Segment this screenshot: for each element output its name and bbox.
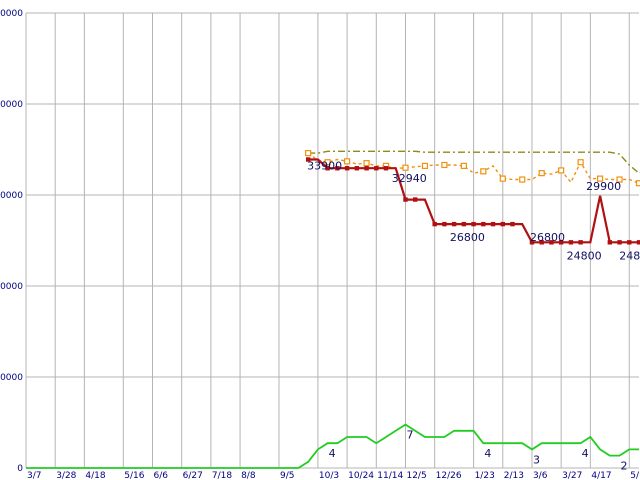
- x-tick-label: 2/13: [504, 471, 524, 480]
- series-marker-price-average: [324, 159, 331, 166]
- series-marker-price-main: [558, 240, 564, 245]
- data-point-annotations: 3390032940268002680024800299002480023800…: [307, 160, 640, 473]
- annotation-price-main: 24800: [567, 249, 602, 262]
- x-tick-label: 5/15: [630, 471, 640, 480]
- x-tick-label: 1/23: [475, 471, 495, 480]
- series-marker-price-main: [432, 221, 437, 227]
- x-tick-label: 6/6: [153, 471, 168, 480]
- x-tick-label: 4/17: [591, 471, 611, 480]
- annotation-price-main: 24800: [619, 249, 640, 262]
- annotation-shop-count: 4: [329, 447, 336, 460]
- x-tick-label: 3/6: [533, 471, 548, 480]
- series-marker-price-average: [305, 150, 312, 157]
- series-marker-price-main: [403, 197, 408, 202]
- series-marker-price-average: [499, 175, 506, 182]
- x-tick-label: 3/27: [562, 471, 582, 480]
- annotation-shop-count: 4: [582, 447, 589, 460]
- series-marker-price-average: [577, 159, 584, 166]
- series-line-price-max: [308, 150, 640, 175]
- series-marker-price-average: [480, 168, 487, 175]
- series-marker-price-average: [519, 176, 526, 183]
- series-line-price-average: [307, 152, 640, 184]
- x-tick-label: 3/7: [27, 471, 41, 480]
- series-marker-price-main: [481, 221, 486, 227]
- series-marker-price-main: [490, 221, 496, 227]
- y-tick-label: 10000: [0, 373, 23, 383]
- x-tick-label: 11/14: [377, 471, 403, 480]
- series-marker-price-main: [636, 240, 640, 245]
- annotation-price-main: 29900: [586, 180, 621, 193]
- x-tick-label: 4/18: [85, 471, 105, 480]
- series-marker-price-average: [402, 164, 409, 171]
- series-marker-price-main: [471, 221, 476, 227]
- x-tick-label: 9/5: [280, 471, 294, 480]
- series-marker-price-main: [529, 240, 535, 245]
- series-marker-price-main: [413, 197, 418, 202]
- x-tick-label: 3/28: [56, 471, 76, 480]
- data-series-layer: [26, 150, 640, 469]
- x-tick-label: 12/5: [406, 471, 426, 480]
- annotation-shop-count: 4: [484, 447, 491, 460]
- y-tick-label: 40000: [0, 100, 23, 110]
- annotation-price-main: 32940: [392, 172, 427, 185]
- y-tick-label: 20000: [0, 282, 23, 292]
- series-line-shop-count: [26, 423, 639, 469]
- annotation-price-main: 33900: [307, 160, 342, 173]
- series-marker-price-average: [460, 162, 467, 169]
- series-marker-price-average: [421, 162, 429, 169]
- series-marker-price-average: [635, 180, 640, 187]
- series-marker-price-average: [616, 176, 623, 183]
- annotation-shop-count: 2: [621, 460, 628, 473]
- series-marker-price-main: [325, 166, 330, 171]
- series-marker-price-main: [617, 240, 622, 245]
- series-marker-price-average: [538, 170, 545, 177]
- x-tick-label: 6/27: [183, 471, 203, 480]
- annotation-price-main: 26800: [530, 231, 565, 244]
- annotation-shop-count: 3: [533, 453, 540, 466]
- x-tick-label: 5/16: [124, 471, 144, 480]
- x-tick-label: 12/26: [436, 471, 462, 480]
- series-marker-price-main: [335, 166, 340, 171]
- series-marker-price-average: [441, 161, 448, 169]
- series-marker-price-main: [510, 221, 515, 227]
- series-marker-price-average: [558, 167, 565, 174]
- x-tick-label: 8/8: [241, 471, 256, 480]
- series-marker-price-main: [451, 221, 457, 227]
- series-marker-price-average: [596, 175, 604, 182]
- series-marker-price-main: [354, 166, 360, 171]
- series-marker-price-main: [305, 157, 311, 162]
- series-marker-price-main: [549, 240, 554, 245]
- series-marker-price-main: [383, 166, 389, 171]
- series-marker-price-main: [364, 166, 369, 171]
- x-tick-label: 7/18: [212, 471, 232, 480]
- x-axis-tick-labels: 3/7 3/28 4/18 5/16 6/6 6/27 7/18 8/8 9/5 10/3 10/2…: [27, 471, 640, 480]
- series-marker-price-main: [461, 221, 467, 227]
- series-marker-price-main: [500, 221, 505, 227]
- series-marker-price-main: [374, 166, 379, 171]
- y-tick-label: 50000: [0, 9, 23, 19]
- series-marker-price-average: [343, 158, 351, 165]
- series-marker-price-main: [607, 240, 613, 245]
- x-tick-label: 10/24: [348, 471, 374, 480]
- series-marker-price-main: [344, 166, 350, 171]
- annotation-price-main: 26800: [450, 231, 485, 244]
- annotation-shop-count: 7: [406, 429, 413, 442]
- series-marker-price-main: [539, 240, 544, 245]
- series-marker-price-average: [363, 160, 370, 167]
- y-tick-label: 30000: [0, 191, 23, 201]
- series-marker-price-main: [568, 240, 574, 245]
- y-tick-label: 0: [17, 464, 23, 474]
- grid-lines: [25, 12, 639, 469]
- series-marker-price-main: [578, 240, 583, 245]
- series-marker-price-main: [442, 221, 447, 227]
- y-axis-tick-labels: 0 10000 20000 30000 40000 50000: [0, 9, 23, 474]
- x-tick-label: 10/3: [319, 471, 339, 480]
- series-marker-price-main: [627, 240, 632, 245]
